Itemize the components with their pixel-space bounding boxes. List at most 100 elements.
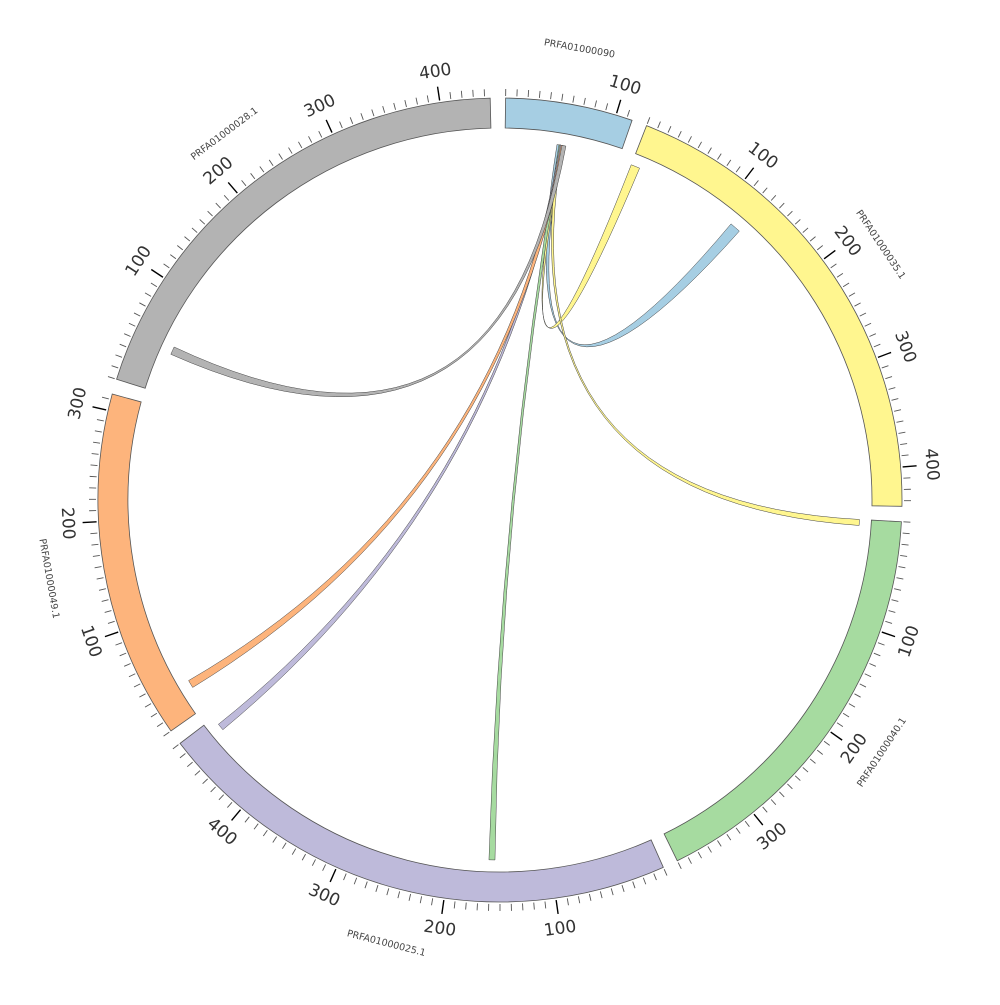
minor-tick (273, 837, 277, 843)
minor-tick (216, 203, 221, 208)
minor-tick (708, 148, 712, 154)
tick-label: 100 (76, 623, 106, 660)
minor-tick (717, 840, 721, 846)
minor-tick (771, 195, 776, 200)
minor-tick (350, 117, 353, 124)
minor-tick (573, 96, 574, 103)
segment-band (117, 98, 491, 388)
minor-tick (319, 131, 322, 137)
minor-tick (309, 136, 312, 142)
link-prfa01000025-1 (218, 145, 563, 730)
minor-tick (124, 334, 130, 337)
minor-tick (208, 211, 213, 216)
major-tick (83, 522, 97, 523)
minor-tick (622, 885, 624, 892)
minor-tick (727, 834, 731, 840)
tick-label: 100 (543, 917, 578, 941)
tick-label: 200 (200, 153, 238, 189)
minor-tick (289, 148, 293, 154)
minor-tick (874, 344, 880, 347)
segment-band (636, 126, 902, 507)
minor-tick (95, 567, 102, 568)
minor-tick (865, 323, 871, 326)
minor-tick (383, 106, 385, 113)
minor-tick (242, 180, 246, 185)
minor-tick (902, 544, 909, 545)
minor-tick (854, 694, 860, 697)
minor-tick (269, 160, 273, 166)
minor-tick (824, 741, 830, 745)
segment-prfa01000090: 100 PRFA01000090 (505, 37, 643, 148)
minor-tick (745, 821, 749, 827)
minor-tick (170, 255, 176, 259)
minor-tick (227, 802, 232, 807)
minor-tick (279, 154, 283, 160)
minor-tick (894, 410, 901, 412)
major-tick (556, 900, 558, 914)
minor-tick (105, 611, 112, 613)
minor-tick (896, 421, 903, 422)
major-tick (438, 87, 440, 101)
minor-tick (889, 388, 896, 390)
minor-tick (551, 92, 552, 99)
minor-tick (323, 864, 326, 870)
minor-tick (200, 219, 205, 224)
minor-tick (211, 787, 216, 792)
minor-tick (787, 211, 792, 216)
minor-tick (708, 846, 712, 852)
links-layer (171, 145, 860, 860)
segment-name: PRFA01000090 (543, 37, 616, 60)
minor-tick (854, 303, 860, 306)
tick-label: 300 (753, 819, 791, 855)
tick-label: 100 (607, 71, 644, 100)
segment-band (505, 98, 632, 149)
minor-tick (874, 653, 880, 656)
minor-tick (263, 830, 267, 836)
major-tick (93, 407, 107, 410)
minor-tick (420, 896, 421, 903)
minor-tick (606, 103, 608, 110)
tick-label: 100 (121, 242, 156, 280)
minor-tick (763, 188, 768, 193)
minor-tick (91, 544, 98, 545)
minor-tick (849, 704, 855, 708)
minor-tick (903, 533, 910, 534)
minor-tick (865, 674, 871, 677)
minor-tick (869, 664, 875, 667)
minor-tick (195, 771, 200, 776)
minor-tick (534, 903, 535, 910)
minor-tick (454, 901, 455, 908)
minor-tick (754, 180, 758, 185)
minor-tick (795, 776, 800, 781)
minor-tick (99, 589, 106, 591)
tick-label: 300 (890, 328, 920, 365)
minor-tick (177, 246, 182, 250)
minor-tick (727, 160, 731, 166)
minor-tick (376, 885, 378, 892)
minor-tick (898, 567, 905, 568)
tick-label: 400 (203, 814, 241, 850)
major-tick (617, 100, 621, 113)
link-prfa01000040-1 (551, 145, 859, 525)
major-tick (878, 352, 891, 357)
minor-tick (896, 578, 903, 579)
minor-tick (251, 173, 255, 179)
minor-tick (354, 878, 356, 885)
minor-tick (219, 795, 224, 800)
minor-tick (312, 859, 315, 865)
minor-tick (900, 555, 907, 556)
minor-tick (545, 901, 546, 908)
minor-tick (647, 117, 650, 124)
minor-tick (398, 891, 400, 898)
minor-tick (298, 142, 301, 148)
tick-label: 200 (57, 507, 79, 540)
tick-label: 300 (65, 385, 92, 421)
tick-label: 200 (830, 222, 865, 260)
minor-tick (894, 589, 901, 591)
minor-tick (578, 896, 579, 903)
minor-tick (736, 828, 740, 834)
minor-tick (187, 762, 192, 767)
tick-label: 400 (920, 448, 943, 482)
